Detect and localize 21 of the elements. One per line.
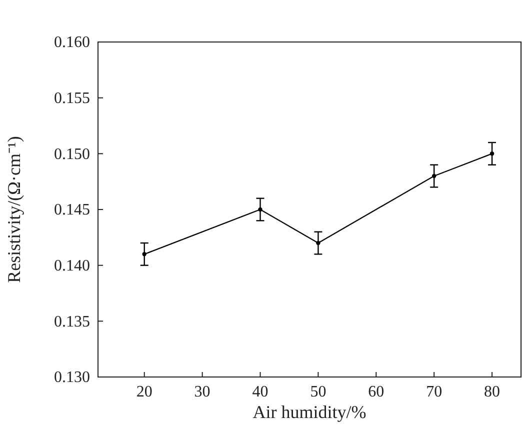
- point: [258, 207, 262, 212]
- x-tick-label: 30: [194, 383, 210, 400]
- point: [432, 174, 436, 178]
- x-axis-title: Air humidity/%: [252, 402, 366, 422]
- x-tick-label: 50: [310, 383, 326, 400]
- y-axis-title: Resistivity/(Ω·cm⁻¹): [4, 136, 24, 283]
- point: [142, 252, 146, 256]
- y-tick-label: 0.130: [54, 369, 90, 386]
- point: [490, 152, 494, 156]
- y-tick-label: 0.155: [54, 90, 90, 107]
- x-tick-label: 80: [484, 383, 500, 400]
- y-tick-label: 0.135: [54, 313, 90, 330]
- x-tick-label: 60: [368, 383, 384, 400]
- point: [316, 240, 320, 246]
- x-tick-label: 70: [426, 383, 442, 400]
- y-tick-label: 0.160: [54, 34, 90, 52]
- x-tick-label: 20: [136, 383, 152, 400]
- y-tick-label: 0.140: [54, 257, 90, 274]
- y-tick-label: 0.145: [54, 202, 90, 219]
- x-tick-label: 40: [252, 383, 268, 400]
- y-tick-label: 0.150: [54, 146, 90, 163]
